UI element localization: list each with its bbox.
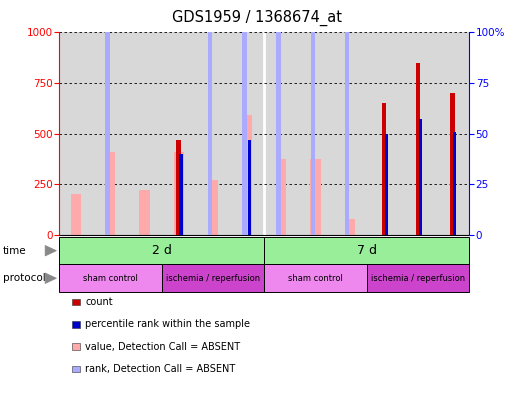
Text: sham control: sham control [288,274,343,283]
Text: GDS1959 / 1368674_at: GDS1959 / 1368674_at [171,10,342,26]
Bar [450,93,455,235]
Bar [180,154,183,235]
Bar [419,119,422,235]
Text: protocol: protocol [3,273,45,283]
Bar [310,0,315,235]
Bar [264,32,299,235]
Bar [93,32,127,235]
Bar [176,140,181,235]
Bar [345,219,355,235]
Bar [299,32,332,235]
Bar [242,115,252,235]
Bar [59,32,93,235]
Bar [127,32,162,235]
Bar [382,103,386,235]
Bar [208,0,212,235]
Bar [277,0,281,235]
Bar [385,134,388,235]
Bar [435,32,469,235]
Bar [345,2,349,235]
Bar [276,159,286,235]
Bar [367,32,401,235]
Bar [230,32,264,235]
Bar [173,152,184,235]
Bar [401,32,435,235]
Text: ischemia / reperfusion: ischemia / reperfusion [166,274,260,283]
Bar [453,132,457,235]
Text: 2 d: 2 d [152,244,171,257]
Bar [208,180,218,235]
Bar [242,0,247,235]
Text: ischemia / reperfusion: ischemia / reperfusion [371,274,465,283]
Bar [105,152,115,235]
Text: rank, Detection Call = ABSENT: rank, Detection Call = ABSENT [85,364,235,374]
Bar [140,190,150,235]
Text: count: count [85,297,113,307]
Text: time: time [3,246,26,256]
Bar [310,159,321,235]
Bar [105,0,110,235]
Text: value, Detection Call = ABSENT: value, Detection Call = ABSENT [85,342,240,352]
Bar [332,32,367,235]
Bar [162,32,196,235]
Bar [196,32,230,235]
Bar [416,63,420,235]
Text: 7 d: 7 d [357,244,377,257]
Text: percentile rank within the sample: percentile rank within the sample [85,320,250,329]
Text: sham control: sham control [83,274,137,283]
Bar [71,194,81,235]
Bar [248,140,251,235]
